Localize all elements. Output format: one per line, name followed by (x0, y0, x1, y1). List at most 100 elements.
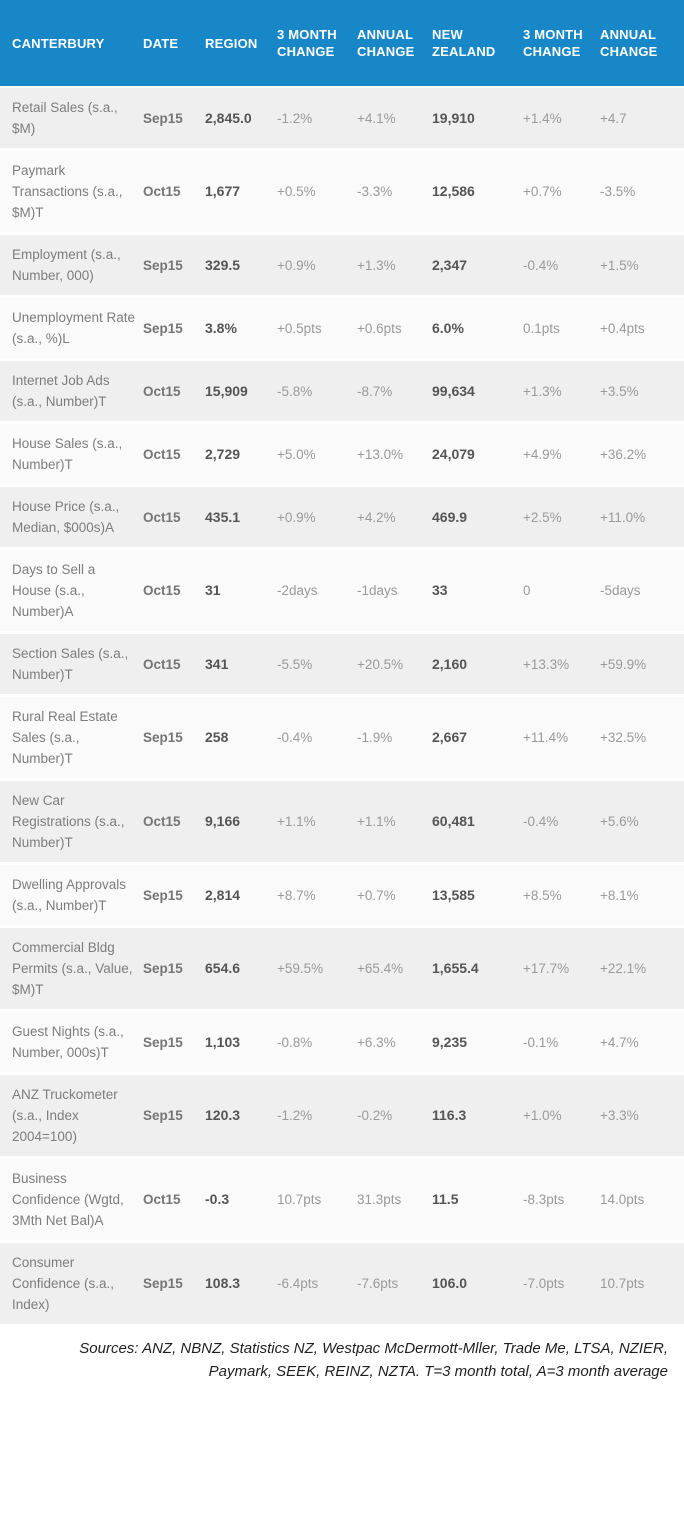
cell-label: Unemployment Rate (s.a., %)L (12, 310, 136, 346)
cell-nz-value: 469.9 (432, 508, 468, 525)
cell-change-3m: -1.2% (277, 1108, 313, 1123)
cell-date: Oct15 (143, 583, 181, 598)
cell-annual-change: +1.1% (357, 814, 396, 829)
cell-change-3m: -5.8% (277, 383, 313, 399)
cell-date: Oct15 (143, 383, 181, 399)
cell-date: Sep15 (143, 1108, 183, 1123)
cell-nz-change-3m: +2.5% (523, 509, 562, 525)
cell-region: 258 (205, 729, 229, 745)
table-row: Days to Sell a House (s.a., Number)A Oct1… (0, 550, 684, 634)
cell-date: Oct15 (143, 509, 181, 525)
cell-region: -0.3 (205, 1191, 230, 1207)
table-row: House Sales (s.a., Number)T Oct15 2,729 +5.… (0, 424, 684, 487)
cell-nz-value: 106.0 (432, 1275, 468, 1291)
cell-nz-value: 2,667 (432, 729, 468, 745)
cell-nz-value: 116.3 (432, 1107, 467, 1123)
cell-nz-change-3m: -0.4% (523, 814, 559, 829)
column-header-region: REGION (205, 35, 258, 51)
column-header-new-zealand: NEW ZEALAND (432, 27, 496, 59)
cell-annual-change: +1.3% (357, 257, 396, 273)
column-header-canterbury: CANTERBURY (12, 35, 105, 51)
cell-nz-value: 2,160 (432, 655, 468, 672)
cell-label: Dwelling Approvals (s.a., Number)T (12, 877, 127, 913)
cell-nz-annual-change: 10.7pts (600, 1276, 645, 1291)
table-row: Dwelling Approvals (s.a., Number)T Sep15 2… (0, 865, 684, 928)
table-row: Unemployment Rate (s.a., %)L Sep15 3.8% +0.… (0, 298, 684, 361)
cell-annual-change: -0.2% (357, 1108, 393, 1123)
cell-label: Commercial Bldg Permits (s.a., Value, $M… (12, 940, 133, 997)
cell-nz-change-3m: +13.3% (523, 656, 570, 672)
cell-date: Sep15 (143, 1034, 183, 1050)
cell-nz-change-3m: +1.0% (523, 1108, 562, 1123)
cell-nz-value: 33 (432, 582, 448, 598)
table-row: Commercial Bldg Permits (s.a., Value, $M… (0, 928, 684, 1012)
cell-region: 9,166 (205, 813, 241, 829)
cell-annual-change: -8.7% (357, 383, 393, 399)
cell-label: Rural Real Estate Sales (s.a., Number)T (12, 709, 118, 766)
table-body: Retail Sales (s.a., $M) Sep15 2,845.0 -1.2%… (0, 88, 684, 1327)
cell-label: House Price (s.a., Median, $000s)A (12, 499, 120, 535)
cell-change-3m: +0.5% (277, 184, 316, 199)
cell-annual-change: -1.9% (357, 730, 393, 745)
cell-change-3m: 10.7pts (277, 1192, 322, 1207)
cell-nz-annual-change: -3.5% (600, 184, 636, 199)
cell-date: Oct15 (143, 656, 181, 672)
cell-region: 1,103 (205, 1033, 241, 1050)
cell-annual-change: +0.7% (357, 887, 396, 903)
cell-region: 1,677 (205, 183, 241, 199)
cell-nz-change-3m: -0.1% (523, 1034, 559, 1050)
cell-change-3m: -1.2% (277, 110, 313, 126)
cell-nz-annual-change: 14.0pts (600, 1192, 645, 1207)
cell-date: Sep15 (143, 320, 183, 336)
cell-nz-value: 12,586 (432, 183, 475, 199)
cell-nz-annual-change: +4.7% (600, 1034, 639, 1050)
cell-nz-change-3m: +1.3% (523, 383, 562, 399)
cell-nz-change-3m: +11.4% (523, 730, 569, 745)
cell-region: 2,814 (205, 886, 241, 903)
cell-nz-change-3m: +0.7% (523, 184, 562, 199)
cell-change-3m: -2days (277, 583, 318, 598)
cell-annual-change: 31.3pts (357, 1192, 402, 1207)
cell-date: Sep15 (143, 961, 183, 976)
cell-nz-value: 11.5 (432, 1191, 459, 1207)
cell-date: Oct15 (143, 184, 181, 199)
cell-label: Paymark Transactions (s.a., $M)T (12, 163, 123, 220)
cell-change-3m: +8.7% (277, 887, 316, 903)
cell-change-3m: -0.4% (277, 730, 313, 745)
cell-label: New Car Registrations (s.a., Number)T (12, 793, 125, 850)
cell-region: 435.1 (205, 508, 241, 525)
cell-nz-change-3m: 0.1pts (523, 320, 560, 336)
sources-footnote-line-2: Paymark, SEEK, REINZ, NZTA. T=3 month to… (208, 1363, 668, 1380)
cell-nz-annual-change: +3.5% (600, 383, 639, 399)
cell-change-3m: -5.5% (277, 656, 313, 672)
sources-footnote-line-1: Sources: ANZ, NBNZ, Statistics NZ, Westp… (79, 1340, 668, 1357)
sources-footnote: Sources: ANZ, NBNZ, Statistics NZ, Westp… (0, 1327, 684, 1397)
table-row: ANZ Truckometer (s.a., Index 2004=100) Se… (0, 1075, 684, 1159)
cell-nz-annual-change: +3.3% (600, 1108, 639, 1123)
cell-change-3m: +0.5pts (277, 320, 322, 336)
cell-label: ANZ Truckometer (s.a., Index 2004=100) (12, 1087, 118, 1144)
table-row: House Price (s.a., Median, $000s)A Oct15 4… (0, 487, 684, 550)
cell-label: Consumer Confidence (s.a., Index) (12, 1255, 115, 1312)
column-header-nz-3-month-change: 3 MONTH CHANGE (523, 27, 583, 59)
cell-nz-annual-change: +1.5% (600, 257, 639, 273)
cell-annual-change: +13.0% (357, 446, 404, 462)
cell-nz-annual-change: +59.9% (600, 656, 647, 672)
table-row: Guest Nights (s.a., Number, 000s)T Sep15 1… (0, 1012, 684, 1075)
table-row: Paymark Transactions (s.a., $M)T Oct15 1,6… (0, 151, 684, 235)
table-row: New Car Registrations (s.a., Number)T Oct… (0, 781, 684, 865)
cell-nz-value: 13,585 (432, 886, 475, 903)
cell-date: Sep15 (143, 110, 183, 126)
cell-nz-change-3m: +8.5% (523, 887, 562, 903)
table-row: Retail Sales (s.a., $M) Sep15 2,845.0 -1.2%… (0, 88, 684, 151)
cell-nz-change-3m: 0 (523, 583, 531, 598)
cell-region: 15,909 (205, 382, 248, 399)
cell-label: Days to Sell a House (s.a., Number)A (12, 562, 96, 619)
cell-date: Sep15 (143, 730, 183, 745)
table-header-row: CANTERBURY DATE REGION 3 MONTH CHANGE AN… (0, 0, 684, 88)
cell-region: 120.3 (205, 1107, 241, 1123)
cell-nz-value: 1,655.4 (432, 960, 479, 976)
column-header-date: DATE (143, 35, 179, 51)
cell-region: 31 (205, 582, 221, 598)
cell-annual-change: +20.5% (357, 656, 404, 672)
